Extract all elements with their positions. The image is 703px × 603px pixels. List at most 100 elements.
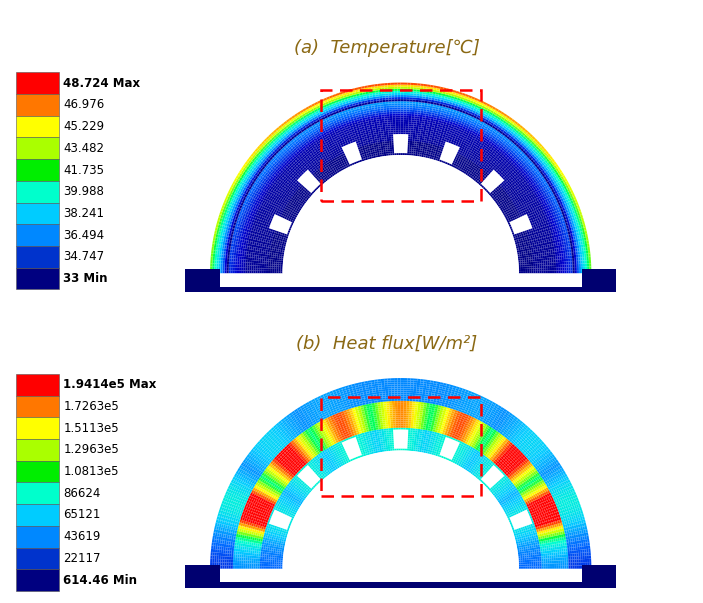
Polygon shape	[389, 434, 392, 437]
Polygon shape	[417, 119, 420, 121]
Polygon shape	[309, 112, 312, 115]
Polygon shape	[569, 240, 572, 244]
Polygon shape	[501, 425, 504, 428]
Polygon shape	[382, 437, 385, 440]
Polygon shape	[296, 180, 299, 183]
Polygon shape	[430, 448, 433, 450]
Polygon shape	[283, 126, 287, 130]
Polygon shape	[567, 530, 569, 533]
Polygon shape	[491, 459, 494, 463]
Polygon shape	[469, 148, 472, 151]
Polygon shape	[299, 431, 302, 435]
Polygon shape	[343, 459, 346, 463]
Polygon shape	[294, 460, 297, 463]
Polygon shape	[449, 89, 453, 92]
Polygon shape	[242, 517, 245, 521]
Polygon shape	[210, 559, 212, 562]
Polygon shape	[576, 504, 579, 508]
Polygon shape	[425, 394, 428, 397]
Polygon shape	[429, 139, 432, 142]
Polygon shape	[404, 120, 406, 122]
Polygon shape	[459, 423, 463, 426]
Polygon shape	[315, 406, 319, 409]
Polygon shape	[342, 442, 345, 444]
Polygon shape	[380, 418, 382, 421]
Polygon shape	[228, 264, 231, 267]
Polygon shape	[426, 447, 429, 449]
Polygon shape	[410, 139, 413, 141]
Polygon shape	[486, 118, 490, 121]
Polygon shape	[266, 476, 270, 479]
Polygon shape	[314, 109, 318, 112]
Polygon shape	[513, 451, 517, 455]
Polygon shape	[250, 183, 253, 187]
Polygon shape	[366, 391, 370, 394]
Polygon shape	[476, 136, 479, 139]
Polygon shape	[228, 236, 231, 240]
Polygon shape	[336, 440, 339, 443]
Polygon shape	[295, 172, 298, 175]
Polygon shape	[423, 425, 426, 428]
Polygon shape	[457, 451, 460, 454]
Polygon shape	[295, 166, 299, 169]
Polygon shape	[266, 466, 270, 469]
Polygon shape	[368, 399, 371, 402]
Polygon shape	[526, 517, 529, 520]
Polygon shape	[435, 438, 438, 441]
Polygon shape	[279, 192, 282, 195]
Polygon shape	[308, 464, 311, 467]
Polygon shape	[530, 228, 533, 231]
Polygon shape	[269, 164, 272, 168]
Polygon shape	[503, 113, 508, 117]
Polygon shape	[214, 264, 217, 267]
Polygon shape	[541, 238, 544, 241]
Polygon shape	[525, 156, 529, 159]
Polygon shape	[352, 386, 356, 388]
Polygon shape	[567, 247, 569, 250]
Polygon shape	[439, 127, 442, 130]
Polygon shape	[557, 166, 560, 171]
Polygon shape	[253, 467, 257, 470]
Polygon shape	[243, 482, 247, 486]
Polygon shape	[279, 499, 282, 502]
Polygon shape	[515, 179, 518, 183]
Polygon shape	[486, 122, 491, 126]
Polygon shape	[444, 100, 447, 103]
Polygon shape	[321, 458, 325, 461]
Polygon shape	[276, 535, 278, 538]
Polygon shape	[347, 140, 350, 142]
Polygon shape	[303, 195, 306, 198]
Polygon shape	[572, 529, 575, 532]
Polygon shape	[211, 546, 214, 549]
Polygon shape	[565, 270, 567, 273]
Polygon shape	[534, 511, 537, 514]
Polygon shape	[225, 551, 228, 554]
Polygon shape	[398, 417, 401, 420]
Polygon shape	[463, 420, 467, 423]
Polygon shape	[531, 513, 534, 516]
Polygon shape	[341, 413, 344, 416]
Polygon shape	[299, 170, 303, 174]
Polygon shape	[501, 134, 504, 137]
Polygon shape	[301, 500, 304, 502]
Polygon shape	[346, 456, 349, 459]
Polygon shape	[344, 446, 347, 449]
Polygon shape	[414, 380, 417, 383]
Polygon shape	[536, 226, 538, 229]
Polygon shape	[420, 446, 423, 448]
Polygon shape	[463, 133, 465, 136]
Polygon shape	[226, 220, 228, 224]
Polygon shape	[451, 107, 455, 110]
Polygon shape	[373, 440, 376, 443]
Polygon shape	[257, 487, 261, 490]
Polygon shape	[522, 141, 526, 145]
Polygon shape	[280, 239, 283, 242]
Polygon shape	[460, 441, 463, 444]
Polygon shape	[365, 156, 368, 158]
Polygon shape	[417, 412, 420, 414]
Polygon shape	[587, 244, 590, 247]
Polygon shape	[335, 138, 339, 141]
Polygon shape	[340, 459, 343, 462]
Polygon shape	[555, 179, 559, 183]
Polygon shape	[327, 98, 331, 101]
